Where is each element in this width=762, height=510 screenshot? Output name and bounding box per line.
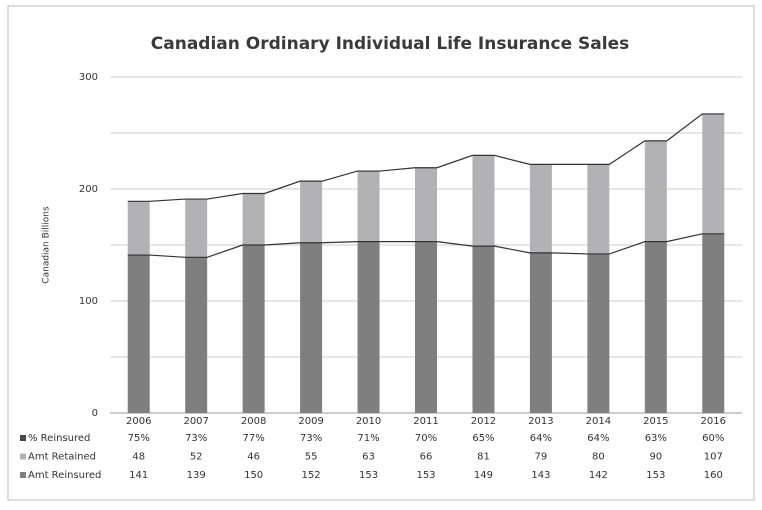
y-tick-label: 300 (79, 72, 98, 83)
table-cell: 79 (535, 452, 548, 463)
table-cell: 63 (362, 452, 375, 463)
bar-segment (242, 193, 265, 245)
bar-segment (415, 167, 437, 242)
x-tick-label: 2014 (586, 416, 611, 427)
table-cell: 149 (474, 470, 493, 481)
table-cell: 150 (244, 470, 263, 481)
bar-segment (702, 233, 725, 413)
x-tick-label: 2006 (126, 416, 151, 427)
table-cell: 75% (128, 433, 150, 444)
bar-segment (357, 241, 380, 413)
bar-segment (185, 257, 208, 413)
bar-segment (415, 241, 437, 413)
legend-label: % Reinsured (28, 433, 90, 444)
legend-label: Amt Retained (28, 452, 96, 463)
table-cell: 160 (704, 470, 723, 481)
table-cell: 143 (531, 470, 550, 481)
stack-top-line (127, 113, 725, 202)
x-tick-label: 2015 (643, 416, 668, 427)
bar-segment (529, 252, 552, 413)
table-cell: 153 (646, 470, 665, 481)
bar-segment (300, 181, 323, 243)
legend-swatch (20, 453, 26, 460)
x-tick-label: 2009 (298, 416, 323, 427)
bar-segment (587, 253, 610, 413)
table-cell: 52 (190, 452, 203, 463)
table-cell: 70% (415, 433, 437, 444)
y-tick-label: 0 (92, 408, 98, 419)
table-cell: 141 (129, 470, 148, 481)
table-cell: 73% (185, 433, 207, 444)
table-cell: 107 (704, 452, 723, 463)
bar-segment (472, 155, 495, 247)
y-axis-label: Canadian Billions (42, 206, 52, 284)
bar-segment (644, 241, 667, 413)
y-tick-label: 100 (79, 296, 98, 307)
legend-label: Amt Reinsured (28, 470, 101, 481)
table-cell: 73% (300, 433, 322, 444)
table-cell: 65% (472, 433, 494, 444)
bar-segment (644, 140, 667, 242)
table-cell: 81 (477, 452, 490, 463)
x-tick-label: 2007 (183, 416, 208, 427)
legend-swatch (20, 435, 26, 441)
table-cell: 60% (702, 433, 724, 444)
x-tick-label: 2008 (241, 416, 266, 427)
x-tick-label: 2016 (701, 416, 726, 427)
table-cell: 64% (587, 433, 609, 444)
table-cell: 46 (247, 452, 260, 463)
stack-top-line (127, 233, 725, 258)
bar-segment (127, 201, 150, 256)
bar-segment (242, 245, 265, 413)
table-cell: 63% (645, 433, 667, 444)
x-tick-label: 2012 (471, 416, 496, 427)
bar-segment (300, 242, 323, 413)
table-cell: 139 (187, 470, 206, 481)
x-tick-label: 2010 (356, 416, 381, 427)
bar-segment (529, 164, 552, 253)
bar-segment (587, 164, 610, 254)
table-cell: 64% (530, 433, 552, 444)
legend-swatch (20, 472, 26, 478)
table-cell: 153 (359, 470, 378, 481)
table-cell: 48 (132, 452, 145, 463)
table-cell: 55 (305, 452, 318, 463)
table-cell: 90 (649, 452, 662, 463)
table-cell: 152 (302, 470, 321, 481)
bar-segment (702, 113, 725, 234)
table-cell: 153 (416, 470, 435, 481)
bar-segment (185, 199, 208, 258)
table-cell: 142 (589, 470, 608, 481)
y-tick-label: 200 (79, 184, 98, 195)
bar-segment (357, 171, 380, 242)
table-cell: 66 (420, 452, 433, 463)
bar-segment (127, 255, 150, 413)
x-tick-label: 2011 (413, 416, 438, 427)
chart-title: Canadian Ordinary Individual Life Insura… (151, 34, 629, 54)
table-cell: 77% (243, 433, 265, 444)
table-cell: 71% (357, 433, 379, 444)
table-cell: 80 (592, 452, 605, 463)
bar-segment (472, 246, 495, 413)
x-tick-label: 2013 (528, 416, 553, 427)
